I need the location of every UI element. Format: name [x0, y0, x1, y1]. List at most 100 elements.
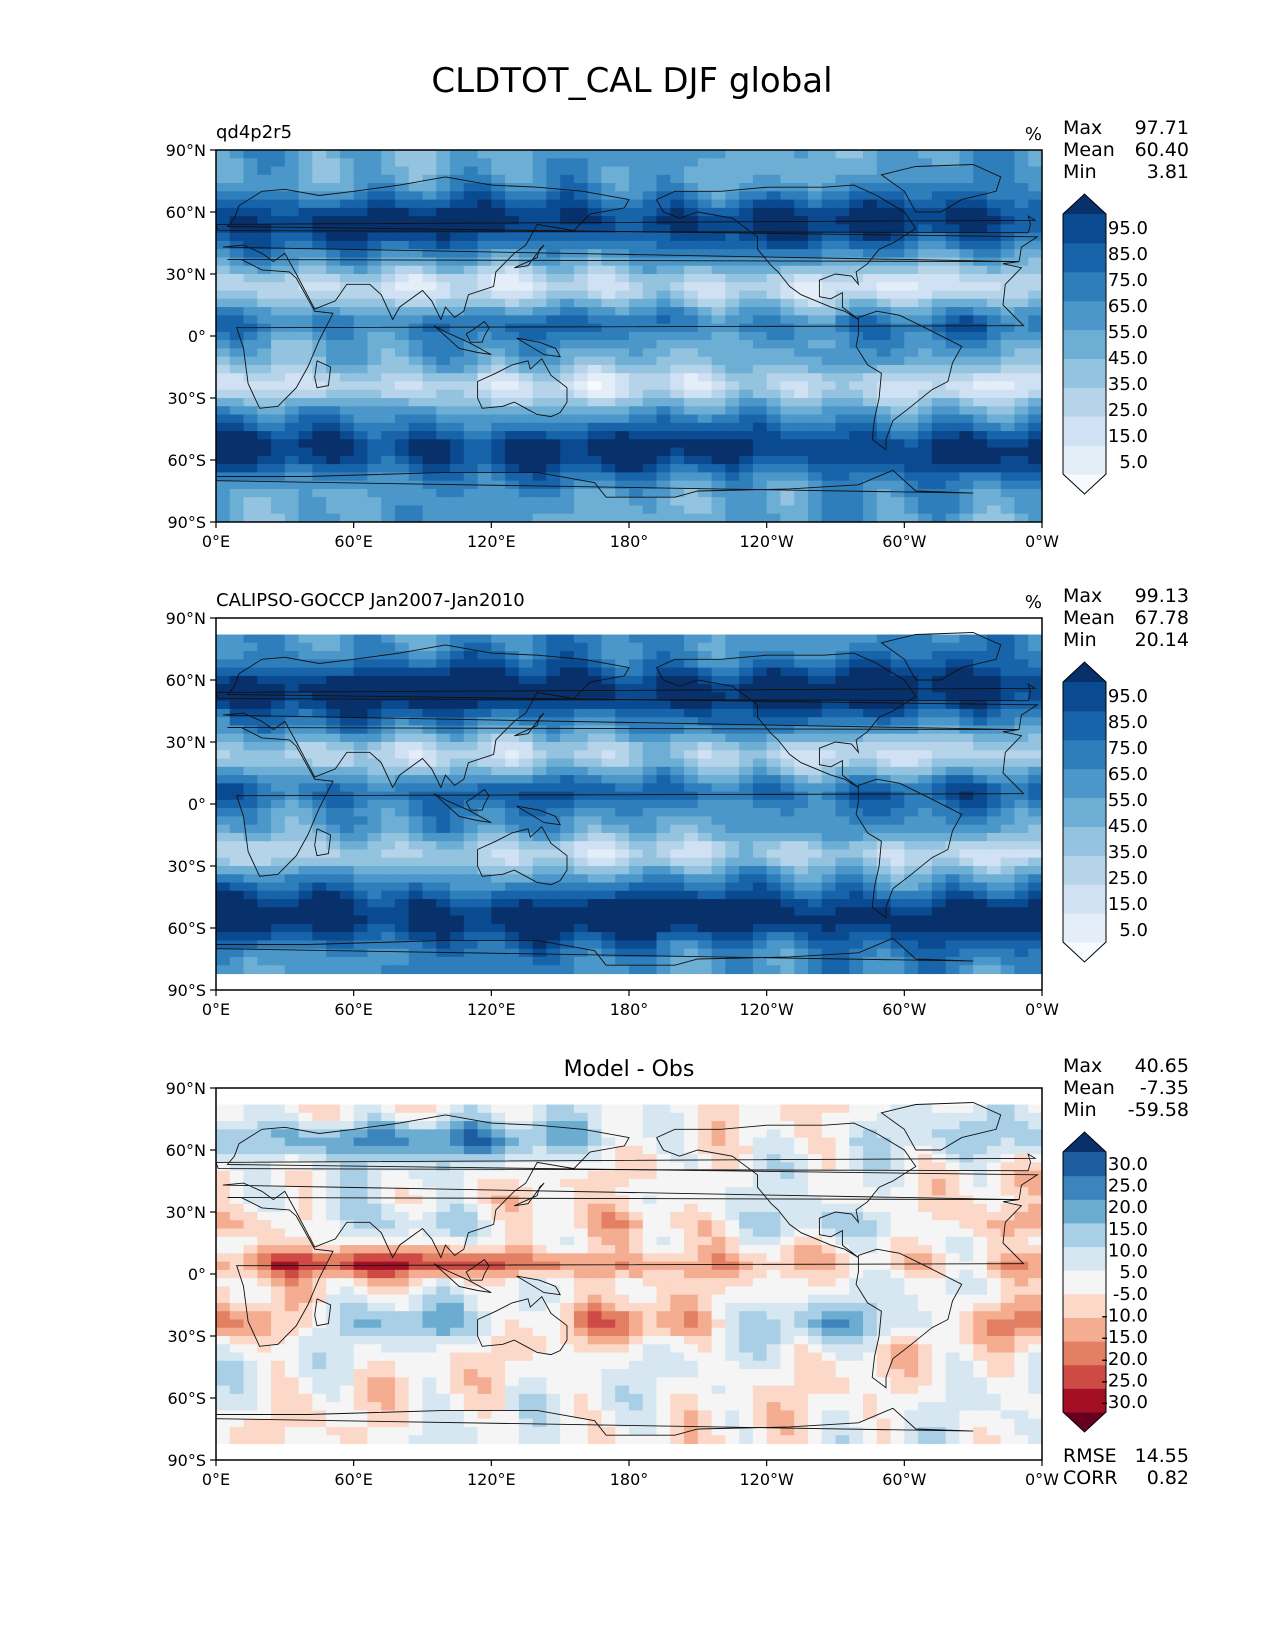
field-cell — [367, 513, 382, 522]
field-cell — [271, 257, 286, 267]
field-cell — [491, 232, 506, 242]
field-cell — [918, 890, 933, 900]
field-cell — [560, 882, 575, 892]
field-cell — [326, 216, 341, 225]
field-cell — [629, 183, 644, 192]
field-cell — [1014, 480, 1029, 490]
field-cell — [697, 700, 713, 710]
field-cell — [601, 216, 616, 225]
field-cell — [863, 364, 878, 374]
field-cell — [587, 240, 603, 250]
field-cell — [821, 389, 837, 399]
field-cell — [367, 874, 382, 884]
field-cell — [381, 890, 396, 900]
field-cell — [752, 766, 768, 776]
field-cell — [353, 373, 369, 383]
field-cell — [794, 265, 809, 275]
field-cell — [271, 849, 286, 859]
field-cell — [271, 824, 286, 834]
field-cell — [463, 733, 479, 743]
field-cell — [477, 750, 492, 760]
field-cell — [890, 488, 905, 498]
field-cell — [532, 240, 547, 250]
field-cell — [725, 414, 740, 424]
field-cell — [394, 290, 410, 300]
field-cell — [642, 356, 658, 366]
field-cell — [780, 232, 795, 242]
field-cell — [918, 240, 933, 250]
field-cell — [312, 733, 327, 743]
field-cell — [794, 808, 809, 817]
field-cell — [326, 406, 341, 416]
field-cell — [463, 783, 479, 793]
field-cell — [271, 199, 286, 209]
field-cell — [532, 422, 547, 432]
field-cell — [587, 174, 603, 184]
field-cell — [890, 783, 905, 793]
field-cell — [601, 816, 616, 826]
field-cell — [725, 642, 740, 652]
field-cell — [1028, 750, 1042, 760]
field-cell — [766, 841, 782, 851]
field-cell — [725, 150, 740, 159]
field-cell — [904, 232, 919, 242]
field-cell — [959, 158, 974, 168]
field-cell — [243, 783, 258, 793]
field-cell — [505, 907, 520, 917]
field-cell — [518, 667, 534, 677]
field-cell — [835, 199, 850, 209]
field-cell — [931, 708, 947, 718]
field-cell — [532, 775, 547, 784]
field-cell — [601, 315, 616, 325]
field-cell — [312, 373, 327, 383]
field-cell — [243, 651, 258, 660]
field-cell — [422, 290, 437, 300]
field-cell — [849, 717, 864, 727]
field-cell — [670, 389, 685, 399]
field-cell — [477, 414, 492, 424]
field-cell — [835, 414, 850, 424]
field-cell — [257, 158, 272, 168]
field-cell — [326, 915, 341, 925]
field-cell — [587, 257, 603, 267]
field-cell — [408, 866, 424, 875]
field-cell — [546, 191, 561, 201]
field-cell — [243, 480, 258, 490]
field-cell — [477, 439, 492, 449]
field-cell — [945, 634, 960, 644]
field-cell — [752, 216, 768, 225]
field-cell — [367, 899, 382, 908]
field-cell — [601, 742, 616, 751]
field-cell — [573, 307, 589, 316]
field-cell — [216, 791, 231, 801]
field-cell — [821, 307, 837, 316]
field-cell — [1014, 824, 1029, 834]
field-cell — [408, 298, 424, 308]
field-cell — [876, 849, 892, 859]
field-cell — [725, 464, 740, 473]
field-cell — [711, 799, 726, 809]
field-cell — [339, 158, 355, 168]
field-cell — [408, 274, 424, 283]
field-cell — [1000, 497, 1016, 507]
field-cell — [863, 323, 878, 333]
field-cell — [436, 497, 451, 507]
field-cell — [739, 808, 754, 817]
field-cell — [1014, 224, 1029, 234]
field-cell — [876, 232, 892, 242]
field-cell — [615, 824, 630, 834]
field-cell — [849, 414, 864, 424]
field-cell — [697, 207, 713, 217]
field-cell — [697, 667, 713, 677]
field-cell — [629, 733, 644, 743]
field-cell — [381, 505, 396, 515]
field-cell — [918, 634, 933, 644]
field-cell — [450, 733, 465, 743]
field-cell — [725, 199, 740, 209]
field-cell — [298, 488, 313, 498]
field-cell — [890, 725, 905, 735]
field-cell — [601, 398, 616, 407]
field-cell — [697, 249, 713, 259]
field-cell — [450, 191, 465, 201]
field-cell — [890, 174, 905, 184]
